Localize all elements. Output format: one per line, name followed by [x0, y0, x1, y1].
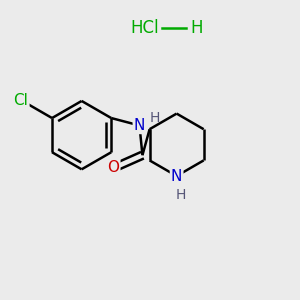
Text: H: H — [190, 19, 202, 37]
Text: O: O — [107, 160, 119, 175]
Text: N: N — [171, 169, 182, 184]
Text: H: H — [150, 111, 160, 125]
Text: Cl: Cl — [14, 94, 28, 109]
Text: H: H — [176, 188, 186, 203]
Text: HCl: HCl — [130, 19, 159, 37]
Text: N: N — [134, 118, 145, 133]
